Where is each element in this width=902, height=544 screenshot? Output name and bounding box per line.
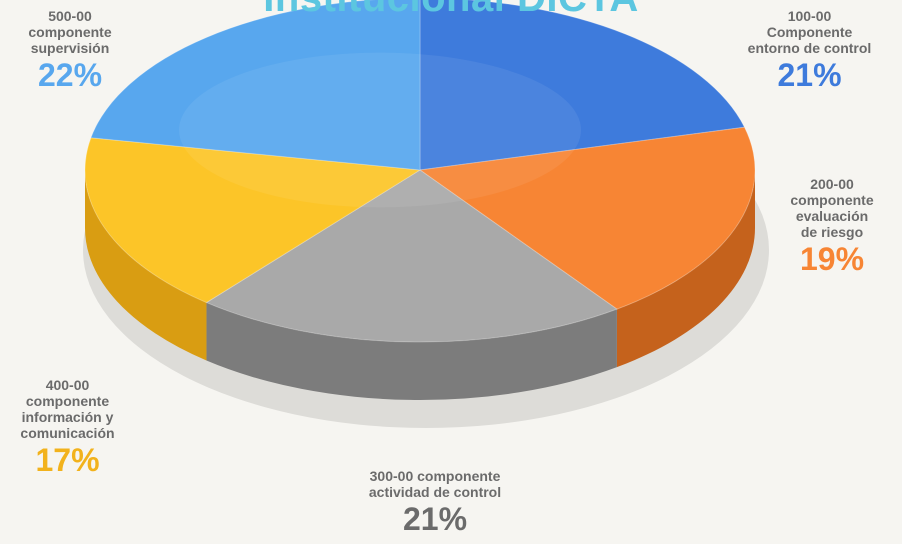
slice-label-actividad-control: 300-00 componente actividad de control xyxy=(368,468,502,500)
slice-label-informacion-comunicacion: 400-00 componente información y comunica… xyxy=(20,377,115,441)
label-actividad-control: 300-00 componente actividad de control 2… xyxy=(330,468,540,538)
label-informacion-comunicacion: 400-00 componente información y comunica… xyxy=(0,377,135,479)
slice-label-evaluacion-riesgo: 200-00 componente evaluación de riesgo xyxy=(790,176,874,240)
label-evaluacion-riesgo: 200-00 componente evaluación de riesgo 1… xyxy=(772,176,892,278)
slice-percent-actividad-control: 21% xyxy=(402,501,468,537)
slice-percent-informacion-comunicacion: 17% xyxy=(35,442,100,478)
pie-slice-3 xyxy=(84,137,422,304)
slice-percent-supervision: 22% xyxy=(37,57,103,93)
pie-slice-2 xyxy=(205,169,618,343)
slice-percent-entorno-control: 21% xyxy=(777,57,842,93)
label-supervision: 500-00 componente supervisión 22% xyxy=(10,8,130,94)
label-entorno-control: 100-00 Componente entorno de control 21% xyxy=(732,8,887,94)
pie-side-2 xyxy=(206,302,617,400)
slice-label-supervision: 500-00 componente supervisión xyxy=(28,8,112,56)
pie-slice-0 xyxy=(419,0,746,171)
pie-sheen xyxy=(179,52,581,208)
pie-side-3 xyxy=(85,170,207,361)
pie-slice-1 xyxy=(418,126,756,310)
slice-label-entorno-control: 100-00 Componente entorno de control xyxy=(747,8,872,56)
chart-title: Institucional DICTA xyxy=(0,0,902,21)
pie-side-1 xyxy=(616,170,755,368)
pie-slice-4 xyxy=(90,0,421,171)
slice-percent-evaluacion-riesgo: 19% xyxy=(799,241,865,277)
